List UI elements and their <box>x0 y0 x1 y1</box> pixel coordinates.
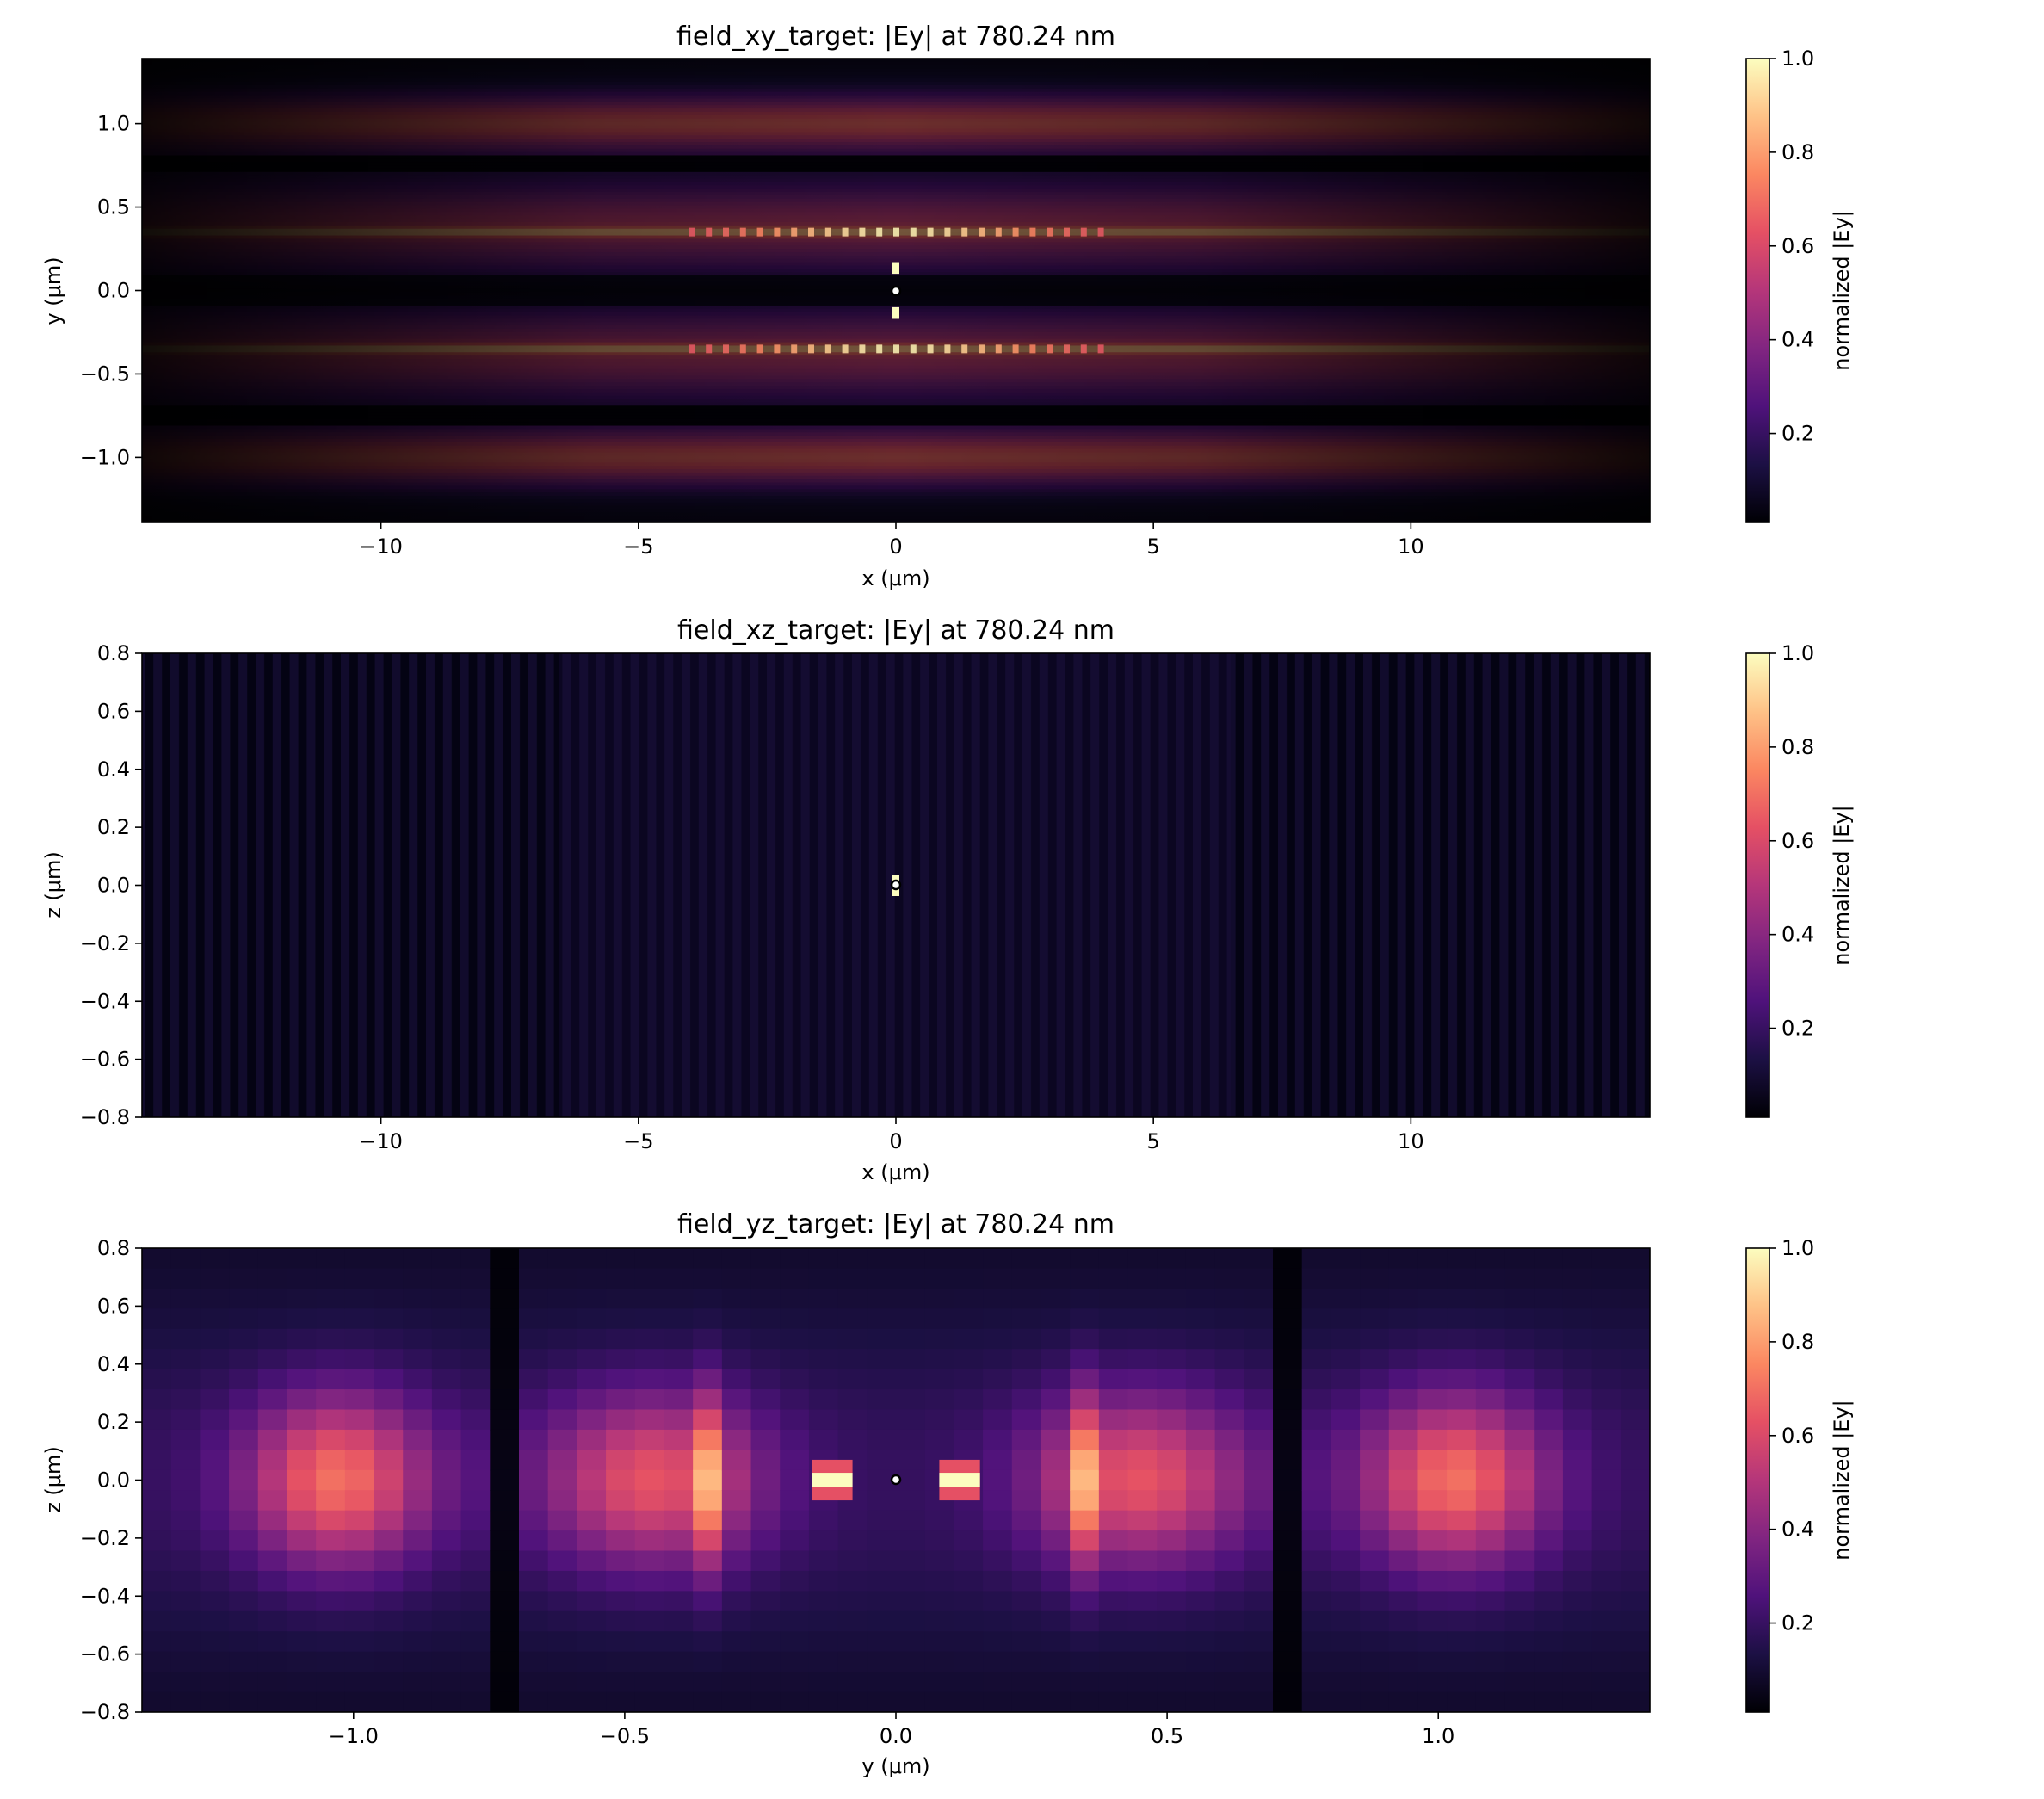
y-tick-label: 0.2 <box>97 1410 130 1434</box>
colorbar-gradient <box>1746 1248 1769 1712</box>
x-tick-label: 0.5 <box>1151 1724 1183 1748</box>
y-tick-label: −0.8 <box>80 1105 130 1129</box>
x-tick-label: −5 <box>623 1129 653 1153</box>
colorbar-tick-label: 0.2 <box>1782 422 1814 446</box>
y-tick-label: −1.0 <box>80 445 130 469</box>
x-tick-label: 0.0 <box>880 1724 912 1748</box>
y-tick-label: 0.2 <box>97 815 130 839</box>
colorbar-label: normalized |Ey| <box>1830 1400 1854 1561</box>
yz-field-panel: field_yz_target: |Ey| at 780.24 nm −1.0 −… <box>41 1209 1854 1778</box>
x-tick-label: 10 <box>1398 1129 1424 1153</box>
colorbar-gradient <box>1746 59 1769 522</box>
y-tick-label: −0.6 <box>80 1642 130 1666</box>
y-tick-label: −0.2 <box>80 931 130 955</box>
x-tick-label: 1.0 <box>1422 1724 1454 1748</box>
xy-y-axis-label: y (μm) <box>41 257 65 325</box>
xz-target-marker <box>890 879 902 891</box>
y-tick-label: 0.5 <box>97 195 130 219</box>
y-tick-label: 0.6 <box>97 699 130 723</box>
y-tick-label: 0.4 <box>97 757 130 782</box>
colorbar-tick-label: 0.6 <box>1782 234 1814 258</box>
xy-target-marker <box>890 285 902 297</box>
xz-x-axis-label: x (μm) <box>861 1160 929 1184</box>
x-tick-label: 0 <box>889 535 902 559</box>
colorbar-tick-label: 0.4 <box>1782 328 1814 352</box>
yz-colorbar: 0.2 0.4 0.6 0.8 1.0 normalized |Ey| <box>1745 1236 1854 1713</box>
colorbar-tick-label: 1.0 <box>1782 1236 1814 1260</box>
y-tick-label: −0.4 <box>80 1584 130 1608</box>
xz-y-axis-label: z (μm) <box>41 851 65 918</box>
x-tick-label: 10 <box>1398 535 1424 559</box>
y-tick-label: −0.8 <box>80 1700 130 1724</box>
colorbar-gradient <box>1746 653 1769 1117</box>
y-tick-label: 0.0 <box>97 279 130 303</box>
colorbar-tick-label: 1.0 <box>1782 46 1814 71</box>
yz-x-axis-label: y (μm) <box>861 1754 929 1778</box>
y-tick-label: −0.5 <box>80 362 130 386</box>
xz-colorbar: 0.2 0.4 0.6 0.8 1.0 normalized |Ey| <box>1745 641 1854 1118</box>
yz-y-axis-label: z (μm) <box>41 1446 65 1513</box>
x-tick-label: −1.0 <box>329 1724 379 1748</box>
colorbar-tick-label: 0.2 <box>1782 1611 1814 1635</box>
colorbar-tick-label: 0.8 <box>1782 735 1814 759</box>
xy-panel-title: field_xy_target: |Ey| at 780.24 nm <box>676 22 1115 52</box>
colorbar-label: normalized |Ey| <box>1830 805 1854 966</box>
yz-panel-title: field_yz_target: |Ey| at 780.24 nm <box>677 1209 1115 1240</box>
y-tick-label: 0.0 <box>97 874 130 898</box>
x-tick-label: −10 <box>359 1129 403 1153</box>
y-tick-label: −0.4 <box>80 989 130 1013</box>
colorbar-tick-label: 0.6 <box>1782 1424 1814 1448</box>
colorbar-tick-label: 0.6 <box>1782 829 1814 853</box>
xz-panel-title: field_xz_target: |Ey| at 780.24 nm <box>677 615 1115 646</box>
xy-field-panel: field_xy_target: |Ey| at 780.24 nm −10 −5… <box>41 22 1854 590</box>
yz-target-marker <box>890 1474 902 1486</box>
colorbar-tick-label: 0.8 <box>1782 1330 1814 1354</box>
y-tick-label: 0.4 <box>97 1352 130 1376</box>
colorbar-tick-label: 0.8 <box>1782 140 1814 164</box>
y-tick-label: 0.0 <box>97 1468 130 1493</box>
yz-heatmap <box>142 1248 1650 1712</box>
colorbar-label: normalized |Ey| <box>1830 210 1854 371</box>
x-tick-label: 0 <box>889 1129 902 1153</box>
y-tick-label: 0.8 <box>97 641 130 665</box>
colorbar-tick-label: 0.4 <box>1782 1518 1814 1542</box>
xy-colorbar: 0.2 0.4 0.6 0.8 1.0 normalized |Ey| <box>1745 46 1854 523</box>
colorbar-tick-label: 0.2 <box>1782 1017 1814 1041</box>
y-tick-label: 0.8 <box>97 1236 130 1260</box>
colorbar-tick-label: 0.4 <box>1782 923 1814 947</box>
x-tick-label: −10 <box>359 535 403 559</box>
y-tick-label: 1.0 <box>97 112 130 136</box>
x-tick-label: −0.5 <box>600 1724 650 1748</box>
y-tick-label: −0.2 <box>80 1526 130 1550</box>
x-tick-label: 5 <box>1147 535 1160 559</box>
x-tick-label: 5 <box>1147 1129 1160 1153</box>
xy-x-axis-label: x (μm) <box>861 566 929 590</box>
colorbar-tick-label: 1.0 <box>1782 641 1814 665</box>
y-tick-label: 0.6 <box>97 1294 130 1318</box>
x-tick-label: −5 <box>623 535 653 559</box>
xy-heatmap <box>142 59 1650 522</box>
xz-field-panel: field_xz_target: |Ey| at 780.24 nm −10 −5… <box>41 615 1854 1184</box>
y-tick-label: −0.6 <box>80 1048 130 1072</box>
